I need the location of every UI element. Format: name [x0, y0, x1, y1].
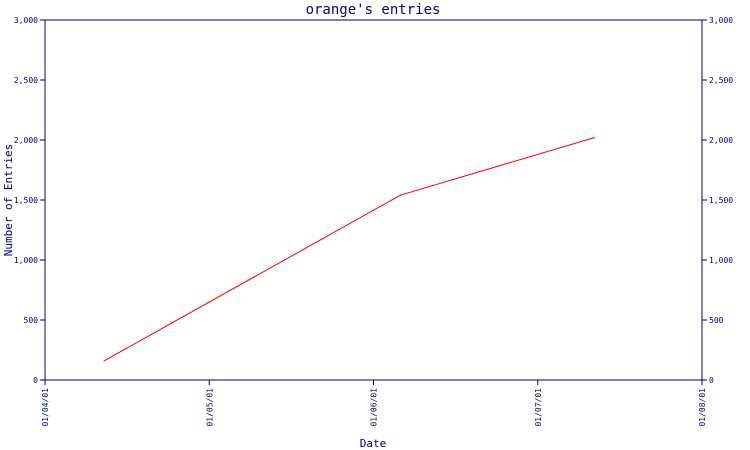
y-axis-right: 0 500 1,000 1,500 2,000 2,500 3,000 [702, 16, 733, 385]
y-tick-label-right: 0 [709, 376, 714, 385]
y-tick-label-left: 1,500 [14, 196, 38, 205]
x-axis-title: Date [360, 437, 387, 450]
y-tick-label-right: 2,500 [709, 76, 733, 85]
y-tick-label-right: 2,000 [709, 136, 733, 145]
y-axis-title: Number of Entries [2, 144, 15, 257]
y-tick-label-right: 3,000 [709, 16, 733, 25]
data-point [399, 194, 401, 196]
x-tick-label: 01/04/01 [41, 388, 50, 427]
y-tick-label-left: 500 [24, 316, 39, 325]
series-line-0 [103, 137, 595, 362]
x-tick-label: 01/06/01 [370, 388, 379, 427]
y-tick-label-left: 1,000 [14, 256, 38, 265]
x-tick-label: 01/07/01 [534, 388, 543, 427]
y-tick-label-right: 1,000 [709, 256, 733, 265]
series-group [103, 137, 595, 362]
chart-title: orange's entries [306, 2, 441, 18]
y-tick-label-right: 500 [709, 316, 724, 325]
y-tick-label-right: 1,500 [709, 196, 733, 205]
x-tick-label: 01/08/01 [698, 388, 707, 427]
y-axis-left: 0 500 1,000 1,500 2,000 2,500 3,000 [14, 16, 45, 385]
data-point [103, 360, 105, 362]
y-tick-label-left: 0 [33, 376, 38, 385]
y-tick-label-left: 2,500 [14, 76, 38, 85]
plot-frame [44, 19, 703, 381]
x-tick-label: 01/05/01 [205, 388, 214, 427]
data-point [593, 137, 595, 139]
x-axis: 01/04/01 01/05/01 01/06/01 01/07/01 01/08/01 [41, 380, 707, 427]
y-tick-label-left: 2,000 [14, 136, 38, 145]
y-tick-label-left: 3,000 [14, 16, 38, 25]
